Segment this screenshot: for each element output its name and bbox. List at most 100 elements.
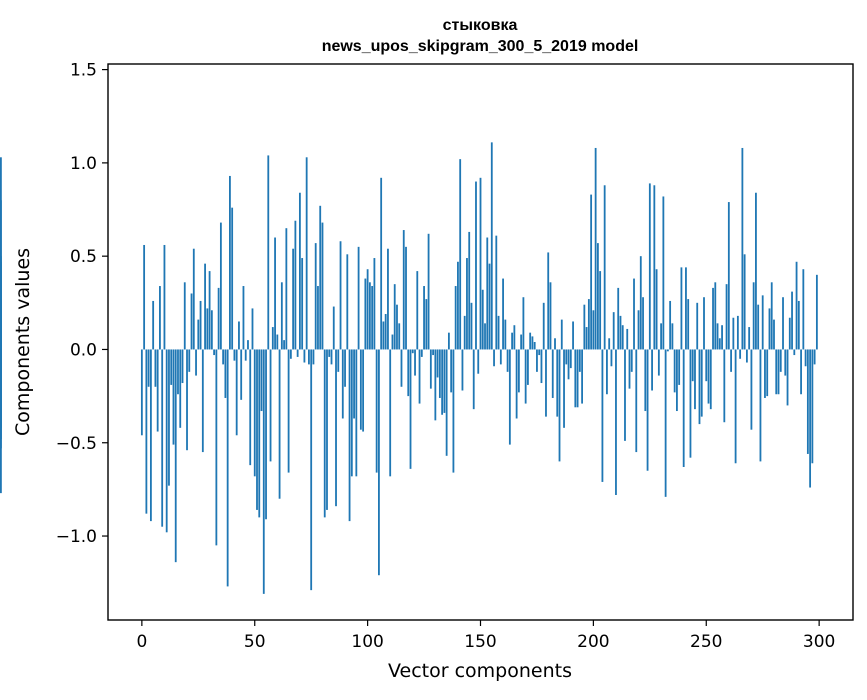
bar-174 xyxy=(533,342,536,350)
bar-284 xyxy=(782,297,784,350)
bar-216 xyxy=(628,349,631,389)
bar-108 xyxy=(384,314,387,350)
bar-135 xyxy=(445,349,448,456)
bar-137 xyxy=(450,349,453,393)
bar-112 xyxy=(393,284,396,350)
bar-55 xyxy=(265,349,267,520)
bar-270 xyxy=(750,349,753,430)
bar-90 xyxy=(344,349,346,387)
bar-234 xyxy=(669,300,672,350)
bar-82 xyxy=(326,349,328,510)
bar-125 xyxy=(423,286,425,350)
bar-121 xyxy=(414,349,416,376)
bar-78 xyxy=(317,286,319,350)
bar-253 xyxy=(712,287,714,350)
bar-143 xyxy=(463,315,466,350)
bar-145 xyxy=(468,231,471,350)
bar-144 xyxy=(466,258,468,350)
bar-236 xyxy=(673,349,676,393)
bar-204 xyxy=(601,349,604,482)
bar-213 xyxy=(621,325,624,350)
bar-199 xyxy=(590,194,593,350)
bar-114 xyxy=(398,323,401,350)
bar-117 xyxy=(405,246,407,350)
bar-254 xyxy=(714,282,717,350)
bar-245 xyxy=(694,349,696,410)
bar-147 xyxy=(472,349,475,410)
bar-123 xyxy=(418,349,421,404)
bar-211 xyxy=(617,287,620,350)
y-tick-label: −1.0 xyxy=(56,527,97,547)
bars-group xyxy=(0,142,818,594)
bar-223 xyxy=(644,349,647,412)
bar-102 xyxy=(371,286,374,350)
bar-97 xyxy=(359,349,362,430)
bar-1 xyxy=(143,244,146,350)
bar-289 xyxy=(793,349,796,356)
bar-277 xyxy=(766,349,769,397)
bar-86 xyxy=(335,349,337,507)
bar-296 xyxy=(809,349,812,488)
bar-164 xyxy=(511,332,514,350)
bar-149 xyxy=(477,349,480,374)
bar-32 xyxy=(213,349,216,356)
bar-58 xyxy=(271,327,274,350)
bar-138 xyxy=(452,349,455,473)
bar-46 xyxy=(244,349,247,361)
bar-163 xyxy=(508,349,511,445)
bar-232 xyxy=(664,349,667,497)
bar-51 xyxy=(256,349,258,510)
bar-257 xyxy=(721,325,723,350)
bar-298 xyxy=(813,349,816,365)
bar-168 xyxy=(520,334,523,350)
bar-227 xyxy=(653,185,656,350)
bar-0 xyxy=(140,349,143,436)
bar-34 xyxy=(217,287,220,350)
bar-177 xyxy=(540,349,543,384)
bar-273 xyxy=(757,304,760,350)
x-axis-label: Vector components xyxy=(388,660,572,682)
bar-13 xyxy=(170,349,173,385)
bar-95 xyxy=(355,349,358,477)
bar-292 xyxy=(800,349,802,395)
bar-239 xyxy=(680,267,683,350)
bar-244 xyxy=(691,349,694,382)
bar-179 xyxy=(545,349,547,417)
bar-22 xyxy=(190,293,193,350)
bar-53 xyxy=(260,349,263,412)
x-tick-label: 300 xyxy=(803,632,835,652)
bar-246 xyxy=(696,302,699,350)
y-tick-label: 0.5 xyxy=(70,247,97,267)
bar-10 xyxy=(163,244,166,350)
bar-6 xyxy=(154,349,157,387)
bar-258 xyxy=(723,349,726,423)
bar-293 xyxy=(802,269,805,350)
bar-106 xyxy=(380,177,383,350)
bar-263 xyxy=(734,349,737,464)
bar-281 xyxy=(775,349,778,395)
bar-185 xyxy=(558,349,561,462)
bar-166 xyxy=(515,349,518,419)
bar-126 xyxy=(425,299,428,350)
bar-181 xyxy=(549,282,552,350)
bar-203 xyxy=(599,271,602,350)
x-tick-label: 100 xyxy=(351,632,383,652)
bar-141 xyxy=(459,159,462,350)
bar-248 xyxy=(700,349,703,417)
bar-208 xyxy=(610,349,613,367)
chart-subtitle: news_upos_skipgram_300_5_2019 model xyxy=(322,38,639,55)
bar-105 xyxy=(378,349,380,576)
chart-title: стыковка xyxy=(443,17,518,34)
bar-107 xyxy=(382,321,385,350)
bar-7 xyxy=(156,349,159,432)
bar-274 xyxy=(759,349,762,462)
bar-undefined xyxy=(0,349,2,449)
bar-266 xyxy=(741,147,744,350)
bar-50 xyxy=(253,349,256,477)
bar-71 xyxy=(301,258,304,350)
bar-33 xyxy=(215,349,218,546)
bar-11 xyxy=(165,349,168,533)
bar-41 xyxy=(233,349,236,361)
